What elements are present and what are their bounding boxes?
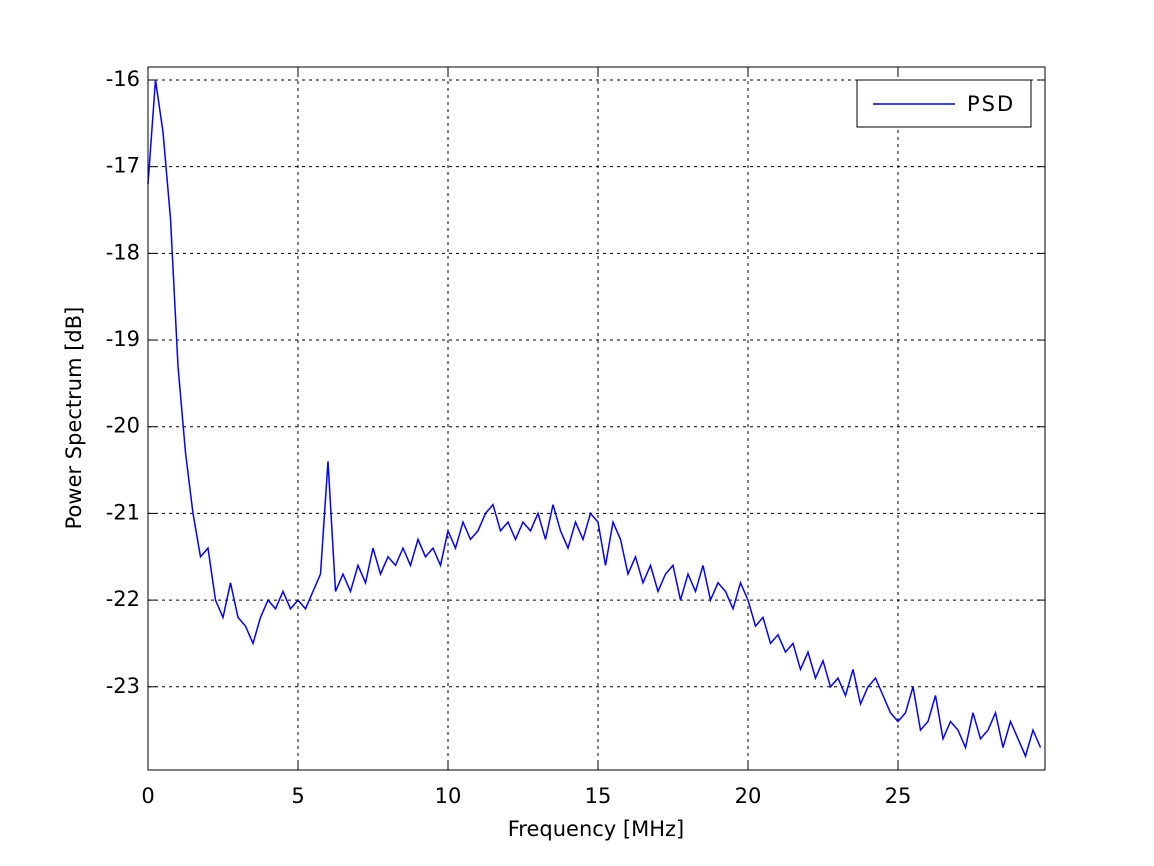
y-axis-label: Power Spectrum [dB] [62,307,86,530]
x-tick-label: 25 [885,784,912,808]
y-tick-label: -17 [106,154,140,178]
x-tick-label: 0 [141,784,154,808]
x-axis-label: Frequency [MHz] [508,817,684,841]
data-line [147,79,1042,759]
legend-label: PSD [967,92,1015,116]
x-tick-label: 5 [291,784,304,808]
y-tick-label: -22 [106,587,140,611]
x-tick-label: 15 [585,784,612,808]
y-tick-label: -19 [106,327,140,351]
x-tick-label: 20 [735,784,762,808]
y-tick-label: -20 [106,414,140,438]
y-tick-label: -21 [106,500,140,524]
y-tick-label: -18 [106,240,140,264]
plot-frame [147,66,1046,771]
x-tick-label: 10 [435,784,462,808]
y-tick-label: -23 [106,674,140,698]
y-tick-label: -16 [106,67,140,91]
